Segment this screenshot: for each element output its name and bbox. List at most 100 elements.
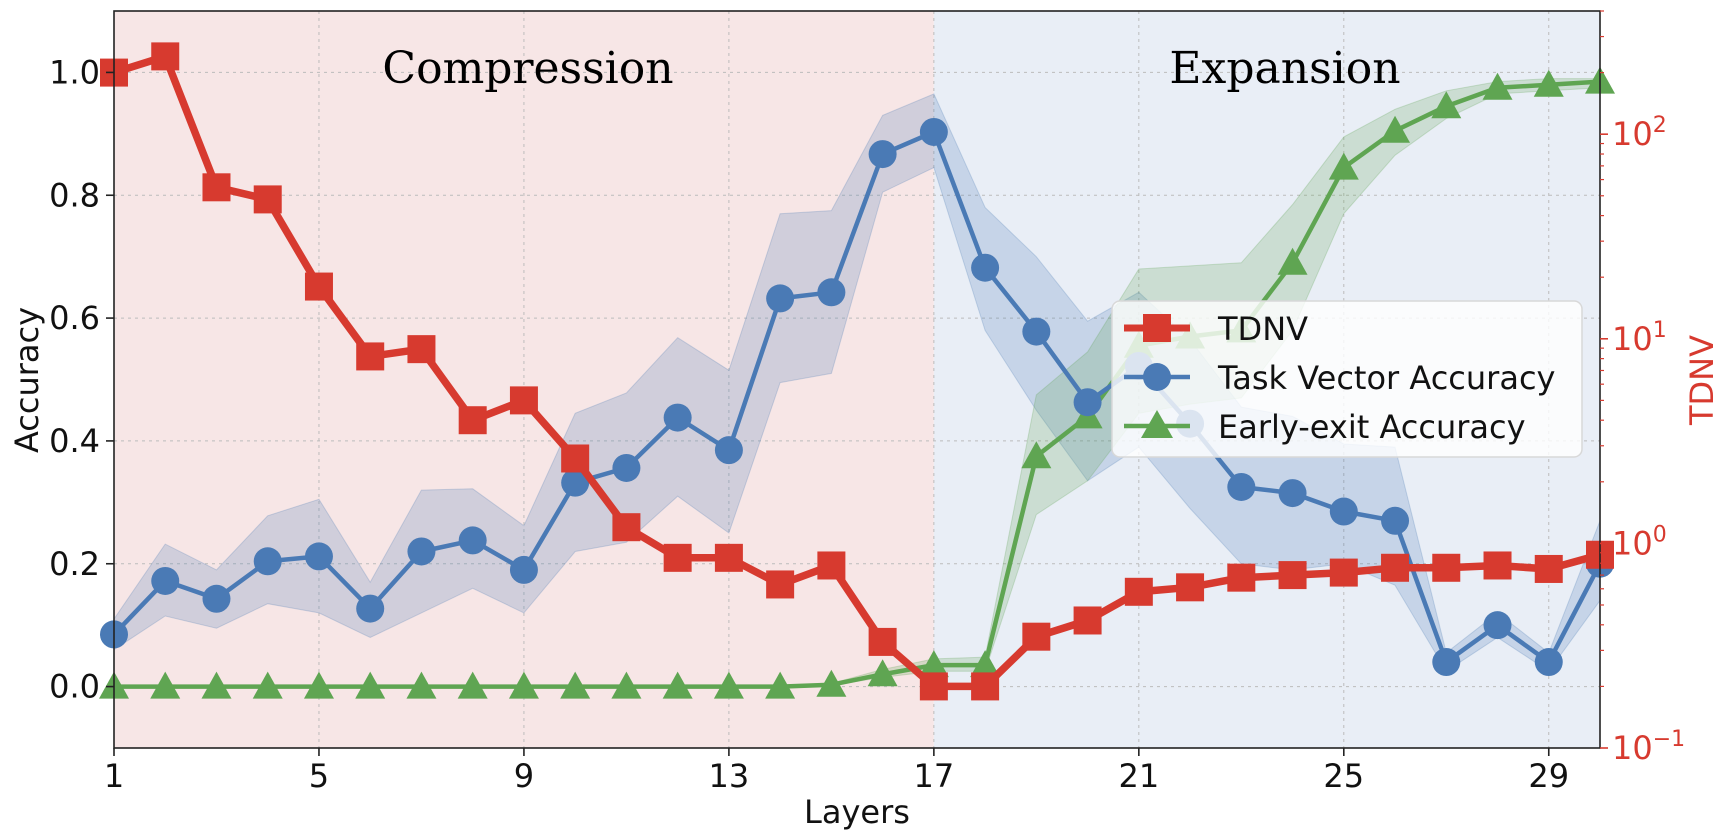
legend-item-early-exit-accuracy: Early-exit Accuracy [1124, 408, 1526, 446]
point-task-vector-accuracy [509, 555, 538, 584]
legend-marker-task-vector [1143, 363, 1171, 391]
point-task-vector-accuracy [714, 436, 743, 465]
point-tdnv [202, 173, 231, 202]
point-task-vector-accuracy [1381, 506, 1410, 535]
y2-tick-label: 102 [1612, 113, 1667, 153]
point-task-vector-accuracy [1278, 479, 1307, 508]
y-tick-label: 0.2 [49, 545, 100, 583]
point-early-exit-accuracy [1431, 91, 1462, 119]
point-task-vector-accuracy [766, 284, 795, 313]
legend-box [1111, 300, 1583, 458]
point-task-vector-accuracy [202, 584, 231, 613]
region-label-expansion: Expansion [1169, 43, 1400, 94]
point-task-vector-accuracy [561, 468, 590, 497]
point-tdnv [1227, 563, 1256, 592]
point-tdnv [1022, 622, 1051, 651]
point-task-vector-accuracy [253, 547, 282, 576]
point-early-exit-accuracy [355, 671, 386, 699]
point-tdnv [714, 543, 743, 572]
point-tdnv [663, 543, 692, 572]
series-tdnv [100, 42, 1614, 701]
y-tick-label: 0.8 [49, 176, 100, 214]
point-task-vector-accuracy [663, 403, 692, 432]
point-task-vector-accuracy [868, 140, 897, 169]
y2-tick-label: 101 [1612, 318, 1667, 358]
y2-tick-label: 100 [1612, 522, 1667, 562]
point-tdnv [1176, 573, 1205, 602]
point-early-exit-accuracy [713, 671, 744, 699]
x-axis-label: Layers [804, 793, 910, 831]
point-early-exit-accuracy [970, 650, 1001, 678]
point-tdnv [1381, 553, 1410, 582]
point-early-exit-accuracy [611, 671, 642, 699]
point-tdnv [509, 386, 538, 415]
series-lines [99, 42, 1615, 701]
y-tick-label: 0.4 [49, 422, 100, 460]
point-tdnv [1124, 577, 1153, 606]
point-early-exit-accuracy [1482, 72, 1513, 100]
tick-labels: 1 5 9 13 17 21 25 29 0.0 0.2 0.4 0.6 0.8 1.0 10−1 100 10… [49, 53, 1685, 795]
point-tdnv [407, 335, 436, 364]
point-early-exit-accuracy [918, 650, 949, 678]
point-tdnv [561, 444, 590, 473]
y-axis-label: Accuracy [8, 307, 46, 453]
legend-label-tdnv: TDNV [1217, 310, 1308, 348]
point-early-exit-accuracy [201, 671, 232, 699]
point-tdnv [253, 185, 282, 214]
point-tdnv [817, 551, 846, 580]
region-compression [114, 11, 934, 748]
point-task-vector-accuracy [1534, 648, 1563, 677]
point-early-exit-accuracy [1021, 441, 1052, 469]
x-tick-label: 29 [1528, 757, 1569, 795]
point-early-exit-accuracy [1277, 247, 1308, 275]
y2-axis-label: TDNV [1683, 335, 1721, 426]
x-tick-label: 13 [709, 757, 750, 795]
point-task-vector-accuracy [356, 594, 385, 623]
point-tdnv [971, 672, 1000, 701]
legend-marker-early-exit [1141, 410, 1173, 438]
legend-marker-tdnv [1143, 314, 1171, 342]
region-labels: Compression Expansion [382, 43, 1400, 94]
point-early-exit-accuracy [406, 671, 437, 699]
point-early-exit-accuracy [303, 671, 334, 699]
x-tick-label: 17 [914, 757, 955, 795]
point-task-vector-accuracy [1483, 611, 1512, 640]
point-tdnv [1534, 554, 1563, 583]
y-tick-label: 0.0 [49, 668, 100, 706]
x-tick-label: 21 [1118, 757, 1159, 795]
point-tdnv [1329, 558, 1358, 587]
legend-item-tdnv: TDNV [1124, 310, 1308, 348]
point-tdnv [1432, 553, 1461, 582]
point-tdnv [356, 342, 385, 371]
x-tick-label: 25 [1323, 757, 1364, 795]
x-tick-label: 5 [309, 757, 329, 795]
point-early-exit-accuracy [867, 659, 898, 687]
point-tdnv [458, 406, 487, 435]
point-early-exit-accuracy [150, 671, 181, 699]
region-label-compression: Compression [382, 43, 673, 94]
y2-tick-label: 10−1 [1612, 727, 1685, 767]
point-early-exit-accuracy [1380, 115, 1411, 143]
x-tick-label: 9 [514, 757, 534, 795]
point-tdnv [304, 272, 333, 301]
point-early-exit-accuracy [1328, 152, 1359, 180]
point-early-exit-accuracy [1533, 69, 1564, 97]
point-tdnv [1278, 561, 1307, 590]
point-tdnv [919, 672, 948, 701]
point-task-vector-accuracy [304, 542, 333, 571]
point-early-exit-accuracy [508, 671, 539, 699]
point-task-vector-accuracy [1227, 472, 1256, 501]
point-tdnv [868, 627, 897, 656]
point-early-exit-accuracy [765, 671, 796, 699]
point-early-exit-accuracy [252, 671, 283, 699]
plot-frame [113, 10, 1601, 749]
point-early-exit-accuracy [816, 669, 847, 697]
point-task-vector-accuracy [1022, 317, 1051, 346]
legend-item-task-vector-accuracy: Task Vector Accuracy [1124, 359, 1555, 397]
point-task-vector-accuracy [458, 526, 487, 555]
y-tick-label: 1.0 [49, 53, 100, 91]
point-task-vector-accuracy [817, 278, 846, 307]
point-task-vector-accuracy [407, 537, 436, 566]
line-early-exit-accuracy [114, 79, 1601, 689]
point-early-exit-accuracy [457, 671, 488, 699]
